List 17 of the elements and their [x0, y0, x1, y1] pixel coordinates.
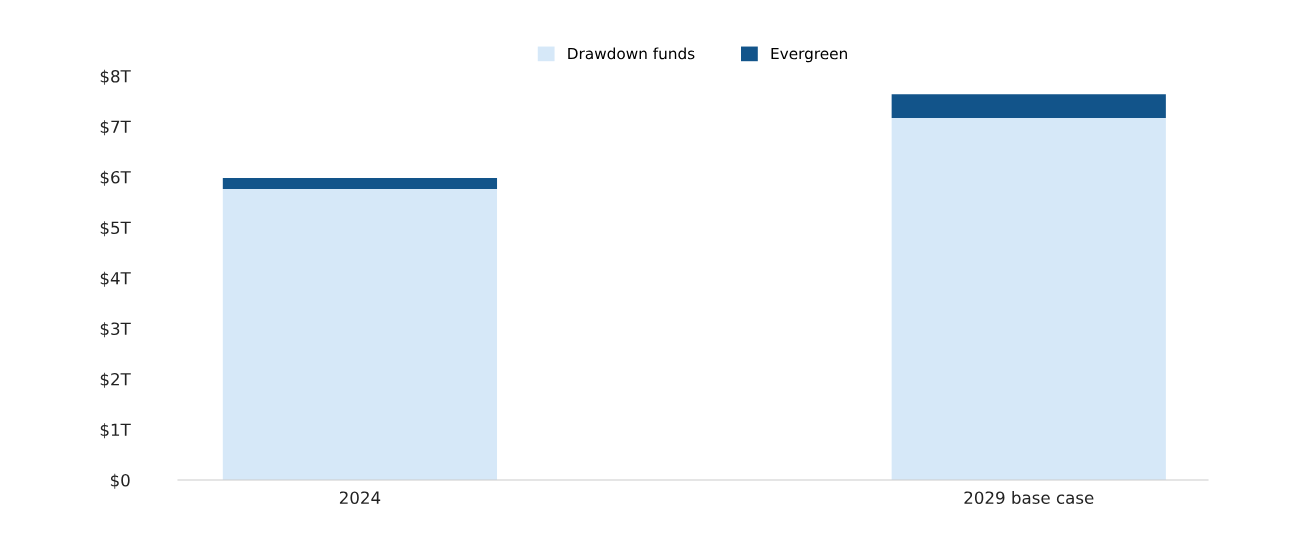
- x-tick-label: 2024: [339, 491, 381, 505]
- legend-label: Evergreen: [771, 47, 847, 63]
- bar: [891, 117, 1166, 480]
- x-tick-label: 2029 base case: [964, 491, 1094, 505]
- bar: [891, 94, 1166, 118]
- y-tick-label: $3T: [100, 322, 131, 338]
- bar: [222, 189, 498, 480]
- y-tick-label: $1T: [100, 423, 131, 439]
- y-tick-label: $5T: [100, 221, 131, 237]
- y-tick-label: $8T: [100, 69, 131, 85]
- y-tick-label: $0: [110, 473, 130, 489]
- y-tick-label: $7T: [100, 120, 131, 136]
- y-tick-label: $2T: [100, 372, 131, 388]
- y-tick-label: $4T: [100, 271, 131, 287]
- bar: [222, 178, 498, 190]
- legend-label: Drawdown funds: [568, 47, 695, 60]
- y-tick-label: $6T: [100, 170, 131, 186]
